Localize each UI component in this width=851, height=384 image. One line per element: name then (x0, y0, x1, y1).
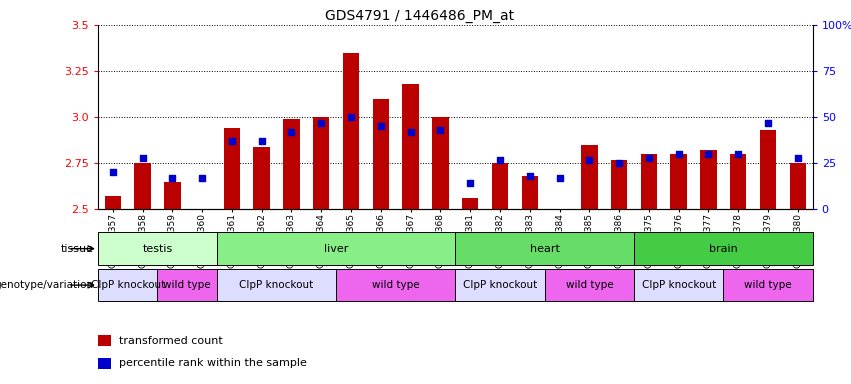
Point (433, 127, 448, 133)
Point (612, 160, 625, 166)
Bar (790, 163, 806, 209)
Text: ClpP knockout: ClpP knockout (90, 280, 165, 290)
Point (403, 129, 417, 135)
Point (672, 151, 686, 157)
Text: tissue: tissue (60, 243, 94, 254)
Point (165, 175, 179, 181)
Bar (545, 269, 634, 301)
Bar (98, 335, 111, 346)
Point (463, 180, 477, 187)
Point (315, 119, 328, 126)
Text: wild type: wild type (745, 280, 791, 290)
Bar (134, 163, 151, 209)
Title: GDS4791 / 1446486_PM_at: GDS4791 / 1446486_PM_at (325, 8, 514, 23)
Text: brain: brain (709, 243, 738, 254)
Bar (760, 130, 776, 209)
Bar (254, 147, 270, 209)
Point (642, 155, 655, 161)
Point (493, 156, 506, 162)
Bar (217, 232, 455, 265)
Point (582, 156, 596, 162)
Text: wild type: wild type (372, 280, 420, 290)
Point (761, 119, 774, 126)
Bar (343, 53, 359, 209)
Text: transformed count: transformed count (119, 336, 223, 346)
Point (255, 138, 269, 144)
Bar (98, 269, 157, 301)
Bar (455, 269, 545, 301)
Text: testis: testis (142, 243, 173, 254)
Bar (634, 269, 723, 301)
Text: ClpP knockout: ClpP knockout (239, 280, 314, 290)
Text: genotype/variation: genotype/variation (0, 280, 94, 290)
Bar (403, 84, 419, 209)
Bar (462, 198, 478, 209)
Bar (105, 196, 121, 209)
Bar (492, 163, 508, 209)
Bar (634, 232, 813, 265)
Point (791, 155, 805, 161)
Point (196, 175, 209, 181)
Bar (581, 145, 597, 209)
Text: heart: heart (529, 243, 560, 254)
Text: ClpP knockout: ClpP knockout (642, 280, 716, 290)
Point (553, 175, 567, 181)
Bar (313, 117, 329, 209)
Bar (98, 358, 111, 369)
Point (701, 151, 715, 157)
Text: wild type: wild type (566, 280, 613, 290)
Point (106, 169, 119, 175)
Point (523, 173, 536, 179)
Point (225, 138, 238, 144)
Bar (730, 154, 746, 209)
Bar (157, 269, 217, 301)
Bar (98, 232, 217, 265)
Bar (671, 154, 687, 209)
Bar (217, 269, 336, 301)
Bar (700, 150, 717, 209)
Bar (522, 176, 538, 209)
Text: wild type: wild type (163, 280, 211, 290)
Point (731, 151, 745, 157)
Bar (455, 232, 634, 265)
Point (284, 129, 298, 135)
Bar (432, 117, 448, 209)
Bar (336, 269, 455, 301)
Bar (373, 99, 389, 209)
Point (374, 123, 387, 129)
Text: percentile rank within the sample: percentile rank within the sample (119, 358, 307, 368)
Bar (164, 182, 180, 209)
Text: ClpP knockout: ClpP knockout (463, 280, 537, 290)
Text: liver: liver (324, 243, 348, 254)
Bar (283, 119, 300, 209)
Point (344, 114, 357, 120)
Bar (641, 154, 657, 209)
Point (136, 155, 150, 161)
Bar (611, 159, 627, 209)
Bar (723, 269, 813, 301)
Bar (224, 128, 240, 209)
